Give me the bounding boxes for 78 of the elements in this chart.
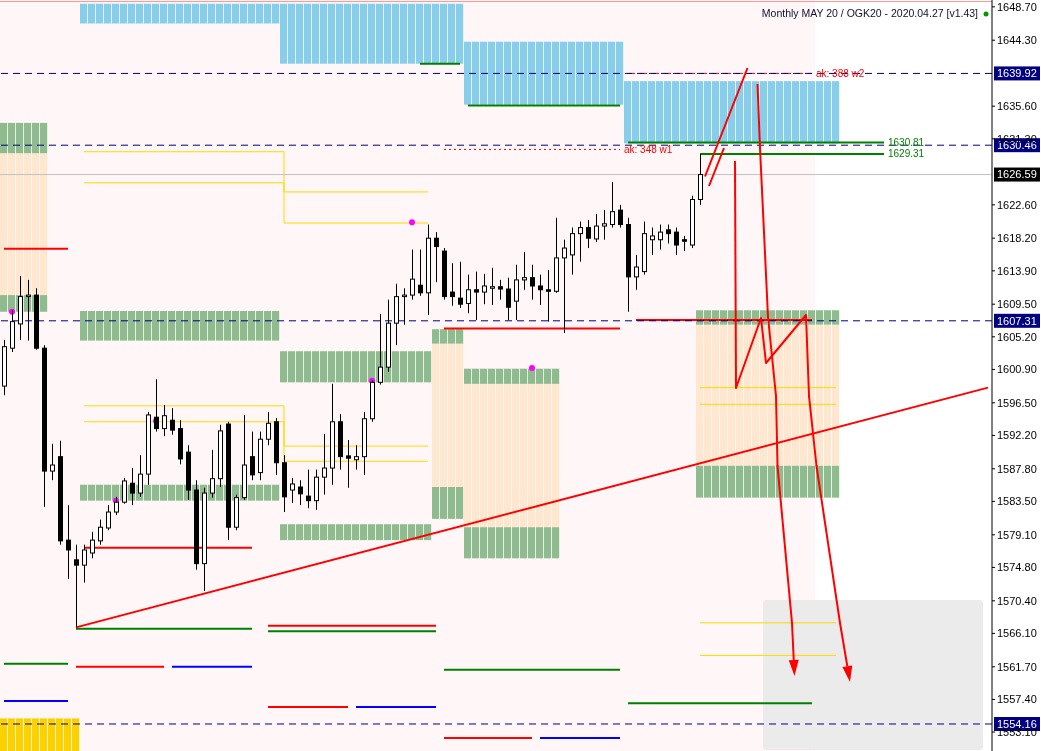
candlestick [482,273,487,305]
candlestick [538,274,543,306]
candlestick [434,231,439,283]
bar [40,295,48,312]
y-tick-label: 1561.70 [997,660,1037,673]
y-tick-label: 1570.40 [997,594,1037,607]
text: Monthly MAY 20 / OGK20 - 2020.04.27 [v1.43] [761,7,978,20]
candlestick [298,479,303,506]
series-label: 1630.81 [888,137,925,149]
y-tick-label: 1605.20 [997,330,1037,343]
y-tick-label: 1566.10 [997,627,1037,640]
candlestick [578,221,583,263]
candlestick [466,274,471,314]
candlestick [162,404,167,437]
candlestick [562,239,567,334]
candlestick [586,219,591,249]
candlestick [290,477,295,504]
y-tick-label: 1600.90 [997,363,1037,376]
candlestick [594,213,599,243]
y-tick-label: 1644.30 [997,34,1037,47]
y-tick-label: 1622.60 [997,198,1037,211]
y-tick-label: 1557.40 [997,693,1037,706]
candlestick [618,204,623,229]
point [529,364,535,371]
candlestick [98,519,103,546]
candlestick [634,254,639,291]
candlestick [138,454,143,498]
candlestick [522,251,527,291]
y-tick-label: 1596.50 [997,396,1037,409]
y-tick-label: 1592.20 [997,429,1037,442]
candlestick [74,544,79,628]
candlestick [354,444,359,471]
candlestick [490,267,495,306]
candlestick [410,249,415,301]
y-tick-label: 1618.20 [997,232,1037,245]
candlestick [474,271,479,321]
ref-line-label: 1639.92 [997,67,1037,80]
candlestick [66,504,71,580]
ref-line-label: 1626.59 [997,168,1037,181]
candlestick [666,224,671,245]
candlestick [170,407,175,436]
series-label: 1629.31 [888,148,925,160]
series-label: ak: 348 w1 [624,143,673,155]
candlestick [658,224,663,251]
y-tick-label: 1583.50 [997,495,1037,508]
y-tick-label: 1635.60 [997,100,1037,113]
candlestick [346,439,351,489]
candlestick [458,261,463,309]
candlestick [506,277,511,321]
candlestick [106,504,111,531]
candlestick [514,264,519,321]
candlestick [266,411,271,446]
point [409,219,415,226]
candlestick [498,279,503,301]
candlestick [650,227,655,256]
candlestick [530,264,535,301]
candlestick [50,443,55,481]
candlestick [418,249,423,297]
candlestick [250,431,255,481]
ref-line-label: 1607.31 [997,314,1037,327]
candlestick [570,227,575,276]
candlestick [602,209,607,241]
y-tick-label: 1609.50 [997,298,1037,311]
candlestick [674,227,679,256]
y-tick-label: 1574.80 [997,561,1037,574]
candlestick [402,287,407,326]
y-tick-label: 1613.90 [997,264,1037,277]
candlestick [306,469,311,509]
candlestick [90,531,95,559]
y-tick-label: 1648.70 [997,0,1037,13]
y-tick-label: 1587.80 [997,462,1037,475]
candlestick [322,433,327,496]
candlestick [314,469,319,511]
candlestick [610,181,615,229]
candlestick [450,262,455,307]
candlestick [546,269,551,323]
y-tick-label: 1579.10 [997,528,1037,541]
candlestick [82,544,87,584]
